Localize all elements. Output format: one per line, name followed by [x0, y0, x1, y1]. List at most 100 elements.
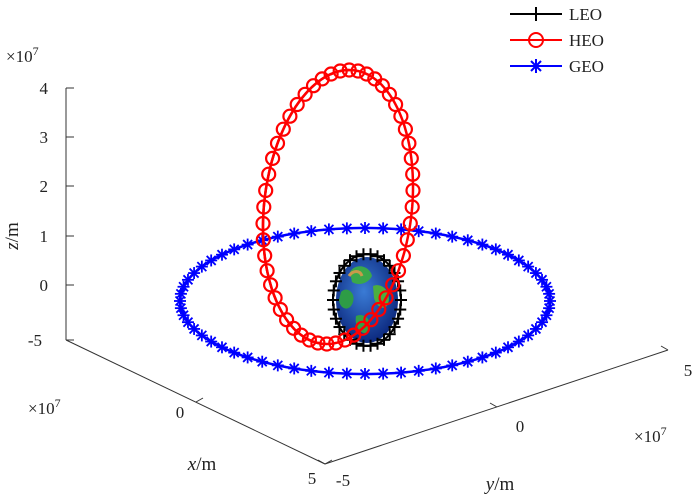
geo-point [215, 248, 228, 261]
geo-point [412, 225, 425, 238]
geo-point [228, 346, 241, 359]
heo-point [385, 277, 401, 293]
geo-point [529, 322, 542, 335]
leo-point [378, 333, 390, 346]
z-tick-3: 3 [40, 128, 49, 147]
leo-point [329, 275, 342, 288]
heo-point [261, 166, 277, 182]
geo-point [377, 222, 390, 235]
legend-label-heo: HEO [569, 31, 604, 50]
heo-point [289, 96, 305, 113]
leo-point [357, 339, 370, 352]
z-tick-0: 0 [40, 276, 49, 295]
heo-point [404, 199, 420, 215]
heo-point [393, 108, 409, 124]
leo-point [350, 250, 363, 263]
z-exponent-label: ×107 [6, 44, 39, 66]
geo-point [228, 243, 241, 256]
heo-point [402, 215, 418, 232]
leo-point [392, 312, 405, 325]
series-geo [174, 222, 556, 380]
geo-point [359, 222, 371, 234]
legend-item-geo: GEO [510, 57, 604, 76]
heo-point [401, 135, 417, 151]
x-axis-label: x/m [187, 454, 217, 475]
geo-point [322, 366, 335, 379]
geo-point [177, 280, 190, 293]
heo-point [310, 335, 326, 351]
heo-point [363, 312, 379, 328]
geo-point [205, 254, 218, 267]
geo-point [305, 225, 318, 238]
geo-point [288, 362, 301, 375]
leo-point [378, 254, 390, 267]
legend-item-leo: LEO [510, 5, 602, 24]
heo-point [405, 166, 421, 182]
geo-point [540, 309, 553, 322]
geo-point [536, 273, 549, 286]
geo-point [241, 351, 254, 364]
geo-point [489, 243, 502, 256]
leo-point [383, 328, 396, 341]
geo-point [271, 359, 284, 372]
heo-point [378, 290, 394, 306]
geo-point [395, 366, 408, 379]
heo-point [405, 182, 421, 199]
heo-point [323, 66, 339, 82]
z-tick-neg5: -5 [28, 331, 42, 350]
heo-point [337, 332, 353, 348]
z-tick-1: 1 [40, 227, 49, 246]
geo-point [377, 367, 390, 380]
geo-point [305, 364, 318, 377]
geo-point [429, 227, 442, 240]
heo-point [269, 135, 286, 151]
geo-point [512, 254, 525, 267]
legend-label-geo: GEO [569, 57, 604, 76]
z-tick-labels: 4 3 2 1 0 -5 [28, 79, 49, 350]
z-axis-label: z/m [2, 222, 23, 251]
y-axis-label: y/m [484, 474, 515, 495]
leo-point [329, 312, 342, 325]
leo-point [333, 321, 346, 334]
geo-point [195, 329, 208, 342]
geo-point [476, 351, 489, 364]
geo-point [543, 287, 556, 300]
y-tick-5: 5 [684, 361, 693, 380]
x-exponent-label: ×107 [28, 396, 61, 418]
geo-point [322, 223, 335, 236]
heo-point [359, 66, 375, 82]
heo-point [319, 336, 335, 352]
geo-point [205, 335, 218, 348]
y-tick-neg5: -5 [336, 471, 350, 490]
series-heo-front [255, 62, 421, 352]
geo-point [188, 267, 201, 280]
heo-point [332, 63, 348, 79]
geo-point [195, 260, 208, 273]
z-tick-4: 4 [40, 79, 49, 98]
heo-point [282, 108, 298, 124]
leo-point [371, 337, 384, 350]
heo-point [258, 182, 274, 199]
leo-point [364, 248, 377, 261]
heo-point [265, 150, 281, 166]
heo-point [255, 215, 271, 232]
heo-point [263, 277, 279, 293]
heo-point [395, 248, 411, 264]
geo-point [522, 260, 535, 273]
geo-point [215, 341, 228, 354]
geo-point [476, 238, 489, 251]
x-axis-line [65, 339, 326, 465]
leo-point [338, 259, 351, 272]
geo-point [522, 329, 535, 342]
geo-point [181, 316, 194, 329]
heo-point [257, 248, 273, 264]
geo-point [340, 222, 353, 235]
geo-point [461, 234, 474, 247]
z-tick-2: 2 [40, 177, 49, 196]
y-tick-0: 0 [516, 417, 525, 436]
legend-label-leo: LEO [569, 5, 602, 24]
geo-point [256, 355, 269, 368]
heo-point [371, 301, 387, 318]
geo-point [288, 227, 301, 240]
